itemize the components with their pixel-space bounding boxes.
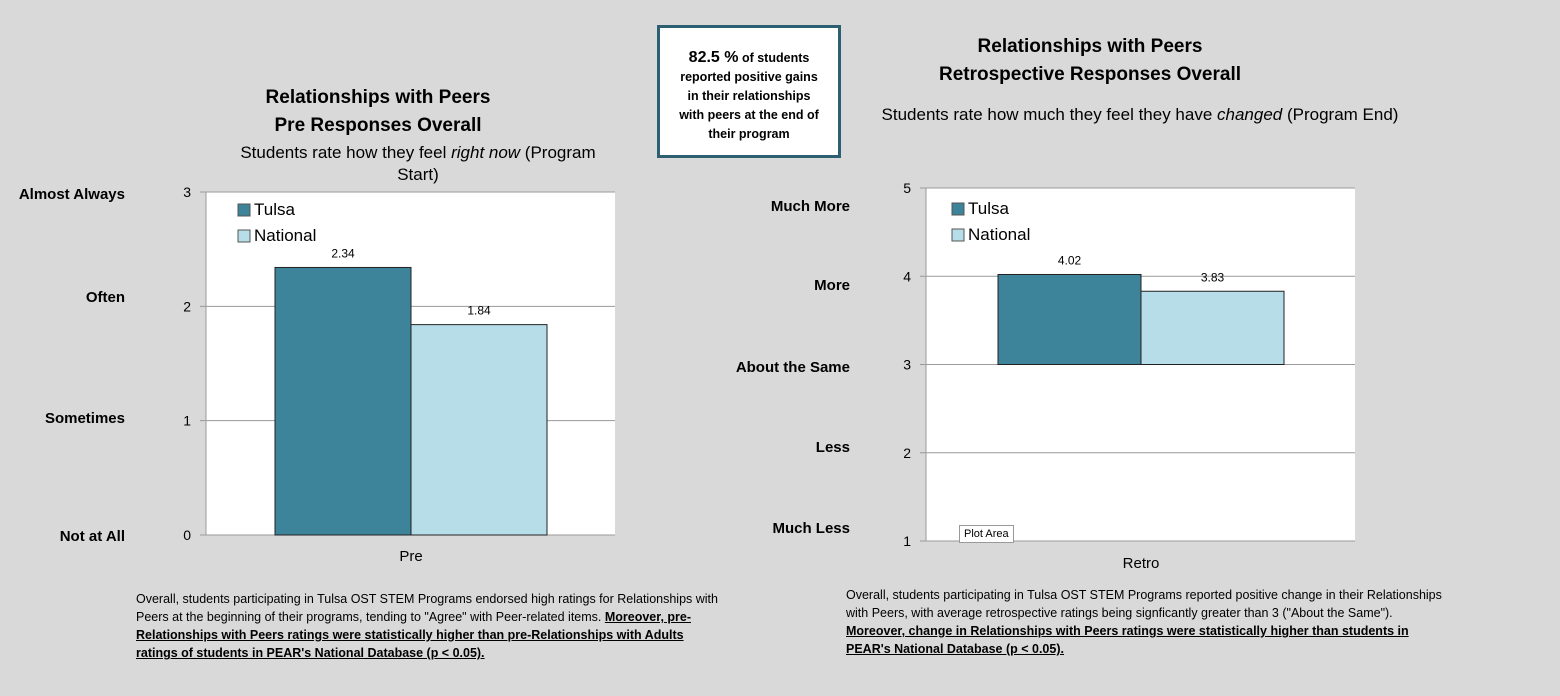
- stat-callout: 82.5 % of students reported positive gai…: [657, 25, 841, 158]
- left-y-tick-label: 1: [183, 413, 191, 429]
- right-y-tick-label: 2: [903, 445, 911, 461]
- left-bar-chart: 0 1 2 3 2.34 1.84 Pre Tulsa National: [183, 184, 615, 565]
- plot-area-tooltip: Plot Area: [959, 525, 1014, 543]
- right-legend-label-tulsa: Tulsa: [968, 199, 1009, 218]
- left-note-bold: Moreover, pre-Relationships with Peers r…: [136, 610, 691, 660]
- left-scale-often: Often: [85, 289, 125, 306]
- left-legend-swatch-national: [237, 229, 251, 243]
- right-y-tick-label: 3: [903, 357, 911, 373]
- left-data-label-national: 1.84: [467, 304, 491, 318]
- left-subtitle-post: (Program Start): [397, 143, 596, 184]
- right-bar-chart: 1 2 3 4 5 4.02 3.83 Retro Tulsa National: [903, 180, 1355, 572]
- right-bar-tulsa: [997, 273, 1142, 365]
- right-title-line2: Retrospective Responses Overall: [938, 64, 1242, 85]
- left-legend-label-national: National: [254, 226, 316, 245]
- right-subtitle-post: (Program End): [1282, 105, 1399, 124]
- right-subtitle-pre: Students rate how much they feel they ha…: [881, 105, 1218, 124]
- right-legend-swatch-tulsa: [951, 202, 965, 216]
- left-title-line2: Pre Responses Overall: [274, 115, 482, 136]
- left-scale-sometimes: Sometimes: [44, 410, 125, 427]
- left-y-tick-label: 3: [183, 184, 191, 200]
- right-title-line1: Relationships with Peers: [977, 36, 1203, 57]
- right-chart-subtitle: Students rate how much they feel they ha…: [880, 104, 1400, 126]
- right-data-label-national: 3.83: [1201, 270, 1225, 284]
- right-scale-much-more: Much More: [770, 198, 850, 215]
- left-subtitle-pre: Students rate how they feel: [240, 143, 452, 162]
- left-chart-title: Relationships with Peers Pre Responses O…: [178, 84, 578, 140]
- callout-text-1: of students: [738, 51, 810, 65]
- right-category-label: Retro: [1123, 555, 1160, 572]
- right-note-plain: Overall, students participating in Tulsa…: [846, 588, 1442, 620]
- right-legend-swatch-national: [951, 228, 965, 242]
- right-data-label-tulsa: 4.02: [1058, 253, 1082, 267]
- left-note: Overall, students participating in Tulsa…: [136, 590, 726, 662]
- left-scale-almost-always: Almost Always: [18, 186, 125, 203]
- right-scale-more: More: [814, 277, 850, 294]
- left-data-label-tulsa: 2.34: [331, 246, 355, 260]
- right-note-bold: Moreover, change in Relationships with P…: [846, 624, 1409, 656]
- left-bar-national: [410, 324, 548, 536]
- left-y-tick-label: 2: [183, 298, 191, 314]
- callout-text-2: reported positive gains in their relatio…: [679, 70, 819, 141]
- left-note-plain: Overall, students participating in Tulsa…: [136, 592, 718, 624]
- left-title-line1: Relationships with Peers: [265, 87, 491, 108]
- left-category-label: Pre: [399, 548, 422, 565]
- left-legend-swatch-tulsa: [237, 203, 251, 217]
- right-scale-about-same: About the Same: [735, 359, 850, 376]
- right-bar-national: [1140, 290, 1285, 365]
- left-legend-label-tulsa: Tulsa: [254, 200, 295, 219]
- right-y-tick-label: 4: [903, 268, 911, 284]
- right-scale-much-less: Much Less: [772, 520, 850, 537]
- right-note: Overall, students participating in Tulsa…: [846, 586, 1446, 658]
- callout-percent: 82.5 %: [688, 49, 739, 66]
- right-chart-title: Relationships with Peers Retrospective R…: [890, 33, 1290, 89]
- right-legend-label-national: National: [968, 225, 1030, 244]
- left-subtitle-em: right now: [451, 143, 521, 162]
- right-scale-less: Less: [815, 439, 850, 456]
- left-chart-subtitle: Students rate how they feel right now (P…: [218, 142, 618, 186]
- right-y-tick-label: 5: [903, 180, 911, 196]
- left-y-tick-label: 0: [183, 527, 191, 543]
- left-scale-not-at-all: Not at All: [59, 528, 125, 545]
- left-bar-tulsa: [274, 266, 412, 536]
- right-y-tick-label: 1: [903, 533, 911, 549]
- right-subtitle-em: changed: [1217, 105, 1283, 124]
